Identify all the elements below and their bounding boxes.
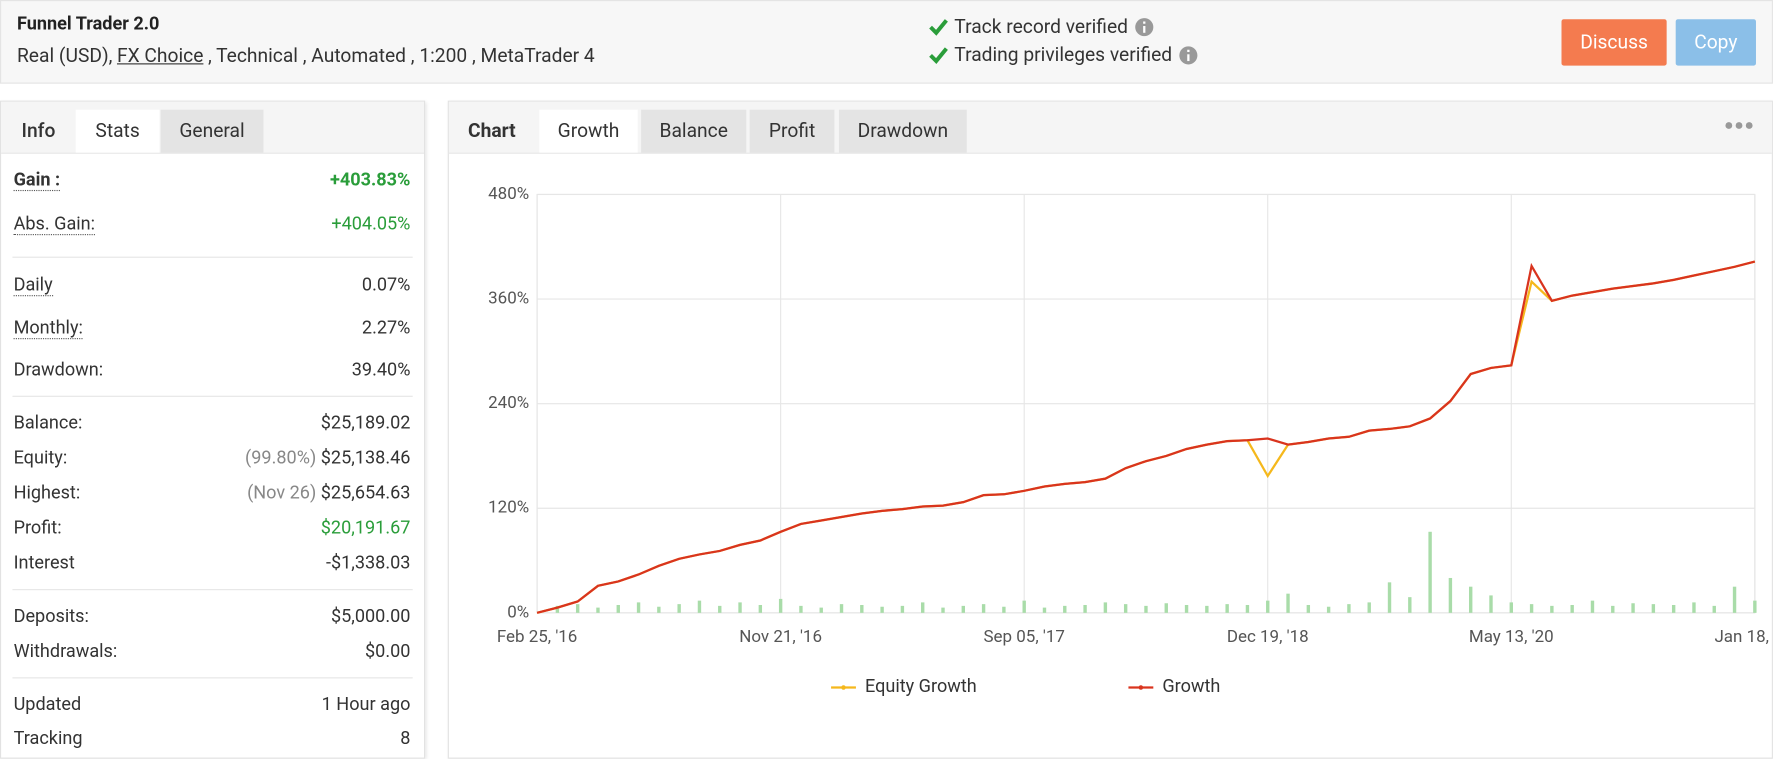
stat-label: Profit:	[13, 516, 62, 539]
stat-label: Tracking	[13, 727, 83, 749]
stat-value: $25,189.02	[320, 411, 411, 434]
stat-row: Daily 0.07%	[13, 273, 411, 297]
stat-row: Gain : +403.83%	[13, 168, 411, 192]
stat-label: Interest	[13, 551, 75, 574]
menu-icon[interactable]	[1724, 120, 1753, 131]
details: , Technical , Automated , 1:200 , MetaTr…	[207, 45, 595, 68]
stat-row: Profit: $20,191.67	[14, 517, 411, 538]
stat-value: +403.83%	[330, 168, 411, 190]
stat-row: Tracking 8	[14, 727, 411, 748]
tab[interactable]: Stats	[75, 109, 160, 153]
stat-value: 1 Hour ago	[321, 693, 411, 715]
account: Real (USD),	[16, 45, 113, 68]
verification-text: Trading privileges verified	[954, 44, 1173, 67]
tab[interactable]: Profit	[749, 109, 835, 153]
stat-label: Monthly:	[13, 316, 83, 340]
stat-row: Highest: (Nov 26) $25,654.63	[14, 482, 411, 503]
separator	[12, 677, 413, 679]
stat-label: Daily	[13, 273, 53, 297]
stat-note: (Nov 26)	[247, 481, 317, 504]
tab-bar: Info Stats General	[1, 101, 425, 154]
stat-value: $25,138.46	[320, 446, 411, 469]
tab-bar: Chart Growth Balance Profit Drawdown	[448, 101, 1772, 154]
stats-panel: Info Stats General Gain : +403.83% Abs. G…	[0, 100, 426, 759]
stat-value: $20,191.67	[320, 516, 411, 539]
stat-row: Updated 1 Hour ago	[14, 693, 411, 714]
stat-row: Monthly: 2.27%	[13, 316, 411, 340]
chart-panel: Chart Growth Balance Profit Drawdown	[447, 100, 1773, 759]
verification: Track record verified	[928, 15, 1154, 39]
header: Funnel Trader 2.0 Real (USD), FX Choice, …	[0, 0, 1773, 84]
stat-value: $0.00	[365, 639, 411, 662]
stat-label: Deposits:	[13, 604, 89, 627]
chart-label: Chart	[468, 119, 516, 143]
stat-row: Balance: $25,189.02	[14, 412, 411, 433]
stat-row: Drawdown: 39.40%	[14, 358, 411, 379]
verification: Trading privileges verified	[928, 44, 1198, 67]
tab[interactable]: Balance	[641, 109, 747, 153]
stat-row: Interest -$1,338.03	[14, 552, 411, 573]
separator	[12, 589, 413, 591]
stat-value: 2.27%	[361, 316, 411, 339]
stat-label: Balance:	[13, 411, 83, 434]
stat-row: Abs. Gain: +404.05%	[13, 212, 411, 236]
separator	[12, 256, 413, 258]
broker-link[interactable]: FX Choice	[116, 45, 204, 68]
stat-value: 8	[400, 727, 411, 749]
info-icon[interactable]	[1134, 17, 1154, 37]
stat-label: Highest:	[13, 481, 81, 504]
info-icon[interactable]	[1178, 45, 1198, 65]
stat-label: Withdrawals:	[13, 639, 118, 662]
tab[interactable]: Drawdown	[838, 109, 967, 153]
title: Funnel Trader 2.0	[16, 12, 160, 34]
stat-label: Equity:	[13, 446, 68, 469]
stat-row: Deposits: $5,000.00	[14, 605, 411, 626]
stat-label: Gain :	[13, 168, 61, 192]
stat-label: Abs. Gain:	[13, 212, 96, 236]
stat-value: 39.40%	[351, 358, 411, 380]
tab[interactable]: General	[160, 109, 264, 153]
stat-row: Equity: (99.80%) $25,138.46	[14, 447, 411, 468]
stat-label: Updated	[13, 693, 82, 715]
subtitle: Real (USD), FX Choice, Technical , Automa…	[17, 45, 595, 68]
stat-value: $5,000.00	[330, 604, 411, 627]
stat-value: +404.05%	[331, 212, 411, 235]
copy-button[interactable]: Copy	[1675, 19, 1756, 66]
tab[interactable]: Growth	[539, 109, 638, 153]
verification-text: Track record verified	[954, 15, 1128, 39]
check-icon	[929, 47, 948, 65]
discuss-button[interactable]: Discuss	[1561, 19, 1667, 66]
check-icon	[929, 19, 948, 36]
stat-note: (99.80%)	[245, 446, 317, 469]
stat-value: $25,654.63	[320, 481, 411, 504]
separator	[12, 395, 413, 397]
tab[interactable]: Info	[21, 119, 56, 143]
stat-value: -$1,338.03	[325, 551, 411, 574]
stat-label: Drawdown:	[13, 358, 104, 380]
stat-row: Withdrawals: $0.00	[14, 640, 411, 661]
stat-value: 0.07%	[361, 273, 411, 296]
